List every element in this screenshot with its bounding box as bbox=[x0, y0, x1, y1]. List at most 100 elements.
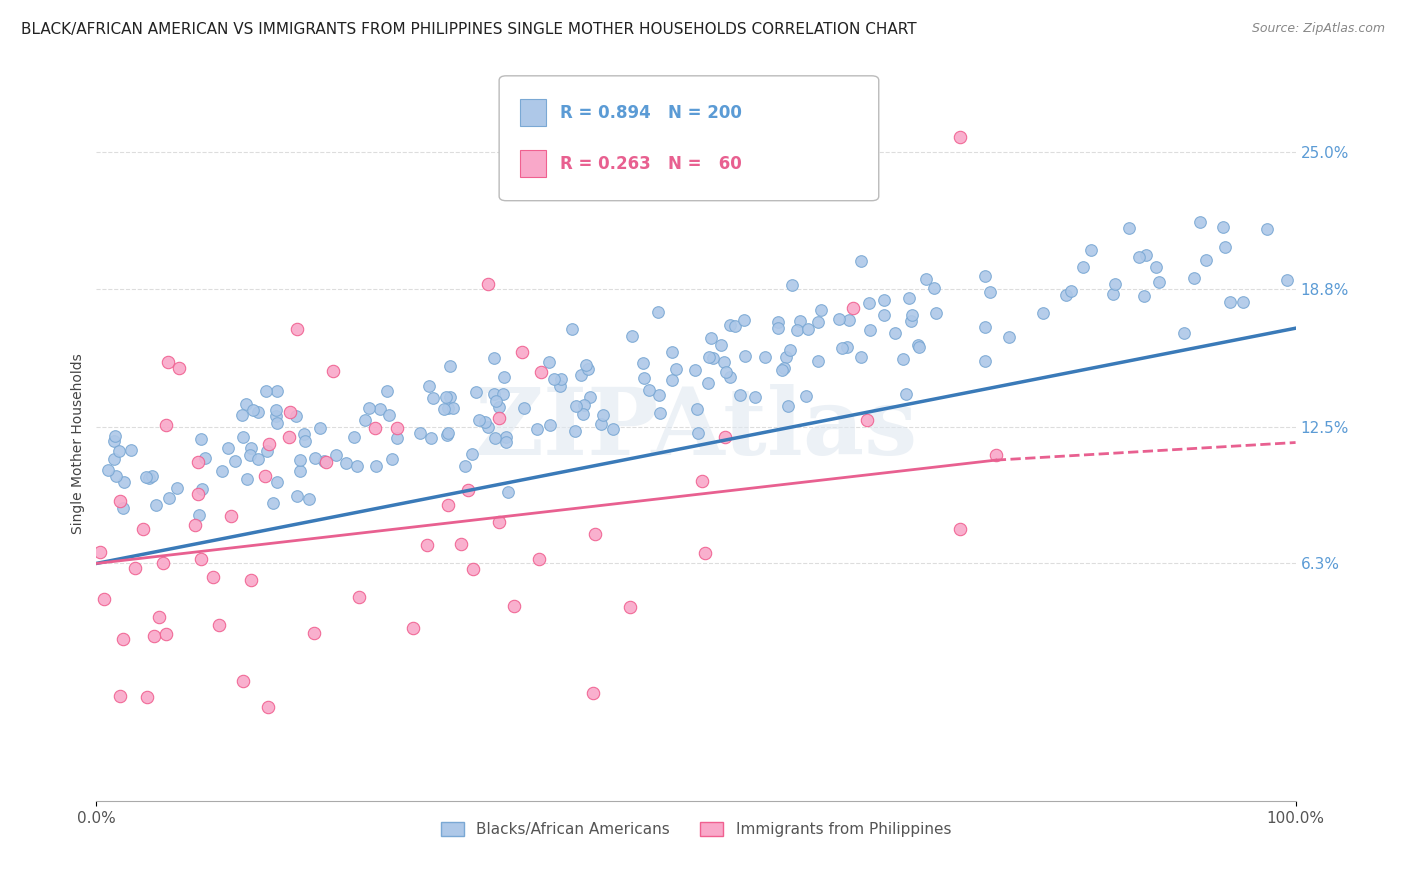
Point bbox=[325, 448, 347, 462]
Point bbox=[828, 311, 851, 326]
Point bbox=[434, 390, 457, 404]
Text: BLACK/AFRICAN AMERICAN VS IMMIGRANTS FROM PHILIPPINES SINGLE MOTHER HOUSEHOLDS C: BLACK/AFRICAN AMERICAN VS IMMIGRANTS FRO… bbox=[21, 22, 917, 37]
Point bbox=[851, 350, 873, 364]
Point bbox=[1144, 260, 1167, 274]
Point bbox=[891, 352, 914, 367]
Point bbox=[315, 455, 337, 469]
Point bbox=[433, 401, 456, 416]
Point bbox=[103, 434, 125, 448]
Point bbox=[548, 379, 571, 393]
Point bbox=[838, 313, 860, 327]
Point bbox=[439, 391, 461, 405]
Point bbox=[591, 417, 613, 432]
Point bbox=[141, 468, 163, 483]
Point bbox=[810, 302, 832, 317]
Point bbox=[498, 484, 520, 499]
Point bbox=[143, 629, 166, 643]
Point bbox=[873, 308, 896, 322]
Point bbox=[418, 379, 440, 393]
Point bbox=[494, 370, 516, 384]
Point bbox=[416, 538, 439, 552]
Point bbox=[288, 453, 311, 467]
Point bbox=[294, 434, 316, 449]
Point bbox=[488, 400, 510, 414]
Point bbox=[285, 409, 308, 423]
Point bbox=[262, 496, 284, 510]
Point bbox=[513, 401, 536, 415]
Point bbox=[105, 468, 128, 483]
Point bbox=[1054, 288, 1077, 302]
Point bbox=[907, 338, 929, 352]
Point bbox=[190, 432, 212, 446]
Point bbox=[526, 422, 548, 436]
Point bbox=[194, 450, 217, 465]
Point bbox=[312, 453, 335, 467]
Point bbox=[744, 390, 766, 404]
Point bbox=[766, 321, 789, 335]
Point bbox=[108, 443, 131, 458]
Point bbox=[565, 399, 588, 413]
Point bbox=[495, 435, 517, 450]
Point bbox=[437, 401, 460, 415]
Point bbox=[602, 422, 624, 436]
Point bbox=[1133, 289, 1156, 303]
Y-axis label: Single Mother Households: Single Mother Households bbox=[72, 353, 86, 534]
Point bbox=[364, 421, 387, 435]
Point bbox=[1104, 277, 1126, 291]
Point bbox=[900, 313, 922, 327]
Point bbox=[648, 406, 671, 420]
Point bbox=[217, 441, 239, 455]
Point bbox=[254, 384, 277, 399]
Point bbox=[420, 431, 443, 445]
Point bbox=[1188, 214, 1211, 228]
Point bbox=[368, 402, 391, 417]
Point bbox=[166, 481, 188, 495]
Point bbox=[120, 443, 142, 458]
Point bbox=[485, 393, 508, 408]
Point bbox=[1118, 221, 1140, 235]
Point bbox=[690, 475, 713, 489]
Point bbox=[831, 341, 853, 355]
Point bbox=[766, 315, 789, 329]
Point bbox=[855, 413, 877, 427]
Point bbox=[734, 349, 756, 363]
Point bbox=[124, 561, 146, 575]
Point bbox=[463, 562, 485, 576]
Point bbox=[253, 469, 276, 483]
Point bbox=[112, 500, 135, 515]
Point bbox=[347, 591, 370, 605]
Point bbox=[231, 409, 253, 423]
Point bbox=[1060, 284, 1083, 298]
Point bbox=[619, 599, 641, 614]
Point bbox=[465, 384, 488, 399]
Point bbox=[375, 384, 398, 399]
Point bbox=[436, 427, 458, 442]
Point bbox=[537, 355, 560, 369]
Point bbox=[89, 545, 111, 559]
Point bbox=[648, 388, 671, 402]
Point bbox=[1128, 250, 1150, 264]
Point bbox=[132, 522, 155, 536]
Point bbox=[973, 319, 995, 334]
Point bbox=[335, 456, 357, 470]
Point bbox=[247, 405, 270, 419]
Point bbox=[155, 418, 177, 433]
Point bbox=[187, 455, 209, 469]
Point bbox=[842, 301, 865, 315]
Point bbox=[633, 356, 655, 370]
Point bbox=[592, 409, 614, 423]
Point bbox=[437, 426, 460, 441]
Point bbox=[884, 326, 907, 340]
Point bbox=[443, 401, 465, 416]
Point bbox=[266, 384, 288, 398]
Point bbox=[1182, 271, 1205, 285]
Point bbox=[579, 390, 602, 404]
Point bbox=[572, 408, 595, 422]
Point bbox=[1195, 253, 1218, 268]
Point bbox=[235, 397, 257, 411]
Point bbox=[110, 689, 132, 703]
Point bbox=[510, 345, 533, 359]
Point bbox=[1101, 287, 1123, 301]
Point bbox=[780, 277, 803, 292]
Point bbox=[422, 391, 444, 405]
